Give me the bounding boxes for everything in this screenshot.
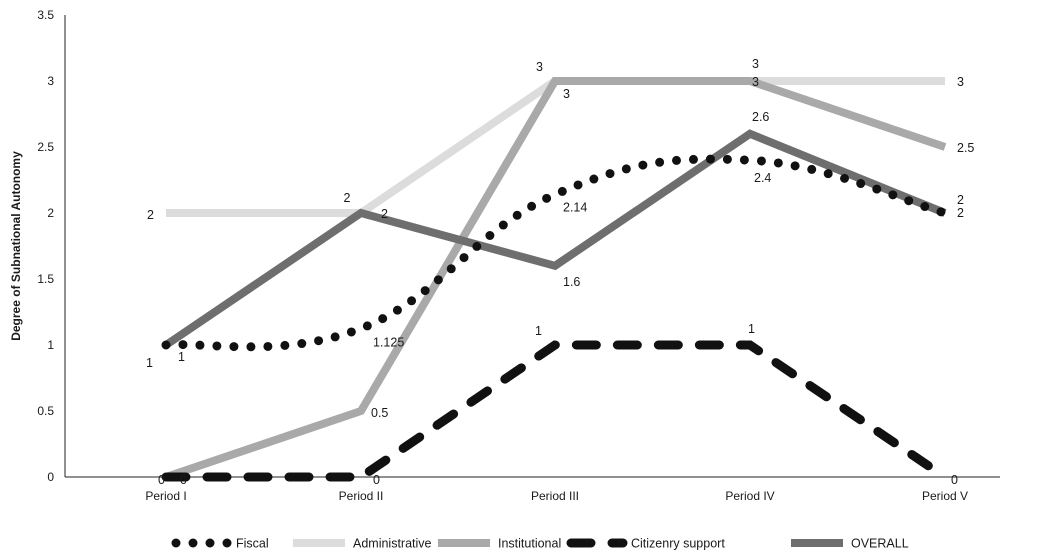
data-label: 3 bbox=[752, 75, 759, 89]
series-layer bbox=[161, 77, 950, 482]
data-label: 0 bbox=[180, 473, 187, 487]
y-tick-label: 0 bbox=[47, 470, 54, 484]
x-tick-label: Period V bbox=[922, 489, 968, 503]
series-line-overall bbox=[163, 129, 947, 349]
series-line-administrative bbox=[166, 77, 945, 217]
data-label: 1 bbox=[535, 324, 542, 338]
y-tick-label: 0.5 bbox=[37, 404, 54, 418]
y-tick-label: 1.5 bbox=[37, 272, 54, 286]
data-label: 2.4 bbox=[754, 171, 771, 185]
x-tick-label: Period II bbox=[339, 489, 384, 503]
x-tick-label: Period I bbox=[145, 489, 186, 503]
y-axis-label: Degree of Subnational Autonomy bbox=[9, 151, 23, 341]
y-tick-label: 3.5 bbox=[37, 8, 54, 22]
data-label: 0.5 bbox=[371, 406, 388, 420]
series-line-institutional bbox=[164, 77, 947, 481]
data-label: 1.6 bbox=[563, 275, 580, 289]
data-label: 2 bbox=[381, 207, 388, 221]
legend-label-administrative: Administrative bbox=[353, 537, 432, 550]
data-label: 3 bbox=[563, 87, 570, 101]
legend-label-fiscal: Fiscal bbox=[236, 537, 269, 550]
x-tick-label: Period IV bbox=[725, 489, 774, 503]
y-tick-label: 2.5 bbox=[37, 140, 54, 154]
data-label: 0 bbox=[373, 473, 380, 487]
data-label: 2 bbox=[344, 191, 351, 205]
y-tick-label: 3 bbox=[47, 74, 54, 88]
data-label: 2 bbox=[957, 206, 964, 220]
data-label: 2.6 bbox=[752, 110, 769, 124]
data-label: 0 bbox=[951, 473, 958, 487]
legend-label-overall: OVERALL bbox=[851, 537, 909, 550]
data-label: 2.14 bbox=[563, 201, 587, 215]
data-label: 0 bbox=[158, 473, 165, 487]
data-label: 3 bbox=[957, 75, 964, 89]
data-label: 1 bbox=[748, 322, 755, 336]
legend-label-citizenry-support: Citizenry support bbox=[631, 537, 725, 550]
data-label: 2.5 bbox=[957, 141, 974, 155]
data-label: 1 bbox=[146, 356, 153, 370]
legend: Fiscal Administrative Institutional Citizen… bbox=[171, 537, 909, 550]
y-tick-label: 1 bbox=[47, 338, 54, 352]
x-tick-label: Period III bbox=[531, 489, 579, 503]
data-label: 2 bbox=[957, 193, 964, 207]
axes: 0 0.5 1 1.5 2 2.5 3 3.5 Period I Period II Period … bbox=[9, 8, 1000, 503]
legend-label-institutional: Institutional bbox=[498, 537, 561, 550]
data-label: 3 bbox=[536, 60, 543, 74]
series-line-citizenry-support bbox=[161, 340, 950, 482]
data-label: 1 bbox=[178, 350, 185, 364]
y-tick-label: 2 bbox=[47, 206, 54, 220]
data-label: 1.125 bbox=[373, 336, 404, 350]
data-label: 2 bbox=[147, 208, 154, 222]
data-label: 3 bbox=[752, 57, 759, 71]
series-line-fiscal bbox=[161, 154, 950, 352]
